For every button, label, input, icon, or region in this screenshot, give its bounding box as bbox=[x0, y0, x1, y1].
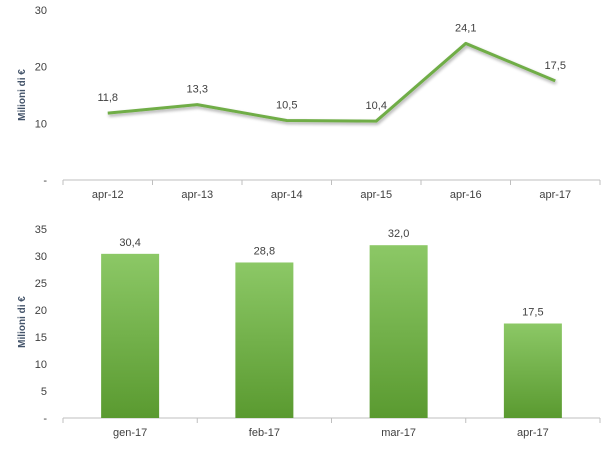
bar-y-tick-label: 10 bbox=[35, 359, 47, 371]
line-x-tick-label: apr-17 bbox=[539, 189, 571, 201]
line-data-label: 11,8 bbox=[97, 92, 118, 104]
line-x-tick-label: apr-12 bbox=[92, 189, 124, 201]
line-y-tick-label: 20 bbox=[35, 62, 47, 74]
bar-x-tick-label: gen-17 bbox=[113, 427, 147, 439]
bar-y-tick-label: 25 bbox=[35, 278, 47, 290]
bar bbox=[369, 245, 428, 418]
line-series bbox=[107, 41, 556, 123]
bar-y-tick-label: 35 bbox=[35, 224, 47, 236]
bar-chart: Milioni di € - 5 10 15 20 25 30 35 gen-17 feb-17… bbox=[17, 224, 601, 439]
line-y-tick-label: - bbox=[43, 175, 47, 187]
line-x-tick-label: apr-15 bbox=[360, 189, 392, 201]
line-chart-y-axis-label: Milioni di € bbox=[17, 69, 28, 121]
bar bbox=[101, 253, 160, 418]
line-x-tick-label: apr-14 bbox=[271, 189, 303, 201]
line-data-label: 13,3 bbox=[187, 84, 208, 96]
bar-data-label: 28,8 bbox=[254, 245, 275, 257]
bar bbox=[235, 262, 294, 418]
bar-chart-x-ticks: gen-17 feb-17 mar-17 apr-17 bbox=[62, 418, 601, 439]
bar-chart-y-ticks: - 5 10 15 20 25 30 35 bbox=[35, 224, 48, 425]
bar-data-label: 32,0 bbox=[388, 228, 409, 240]
line-y-tick-label: 30 bbox=[35, 5, 47, 17]
line-x-tick-label: apr-13 bbox=[181, 189, 213, 201]
line-y-tick-label: 10 bbox=[35, 118, 47, 130]
line-chart-points bbox=[107, 43, 556, 122]
bar-y-tick-label: - bbox=[43, 413, 47, 425]
bar-y-tick-label: 30 bbox=[35, 251, 47, 263]
bar-y-tick-label: 15 bbox=[35, 332, 47, 344]
bar-chart-y-axis-label: Milioni di € bbox=[17, 296, 28, 348]
bar bbox=[503, 323, 562, 418]
bar-x-tick-label: feb-17 bbox=[249, 427, 280, 439]
bar-data-label: 30,4 bbox=[119, 237, 140, 249]
line-chart-x-ticks: apr-12 apr-13 apr-14 apr-15 apr-16 apr-17 bbox=[62, 180, 601, 201]
bar-x-tick-label: mar-17 bbox=[381, 427, 416, 439]
line-data-label: 10,4 bbox=[366, 100, 387, 112]
bar-data-label: 17,5 bbox=[522, 307, 543, 319]
bar-chart-data-labels: 30,4 28,8 32,0 17,5 bbox=[119, 228, 543, 318]
line-data-label: 24,1 bbox=[455, 22, 476, 34]
line-chart-y-ticks: - 10 20 30 bbox=[35, 5, 48, 187]
line-data-label: 10,5 bbox=[276, 100, 297, 112]
bar-y-tick-label: 20 bbox=[35, 305, 47, 317]
bar-x-tick-label: apr-17 bbox=[517, 427, 549, 439]
line-chart-data-labels: 11,8 13,3 10,5 10,4 24,1 17,5 bbox=[97, 22, 566, 112]
line-x-tick-label: apr-16 bbox=[450, 189, 482, 201]
bar-chart-bars bbox=[101, 245, 562, 418]
line-data-label: 17,5 bbox=[545, 60, 566, 72]
bar-y-tick-label: 5 bbox=[41, 386, 47, 398]
